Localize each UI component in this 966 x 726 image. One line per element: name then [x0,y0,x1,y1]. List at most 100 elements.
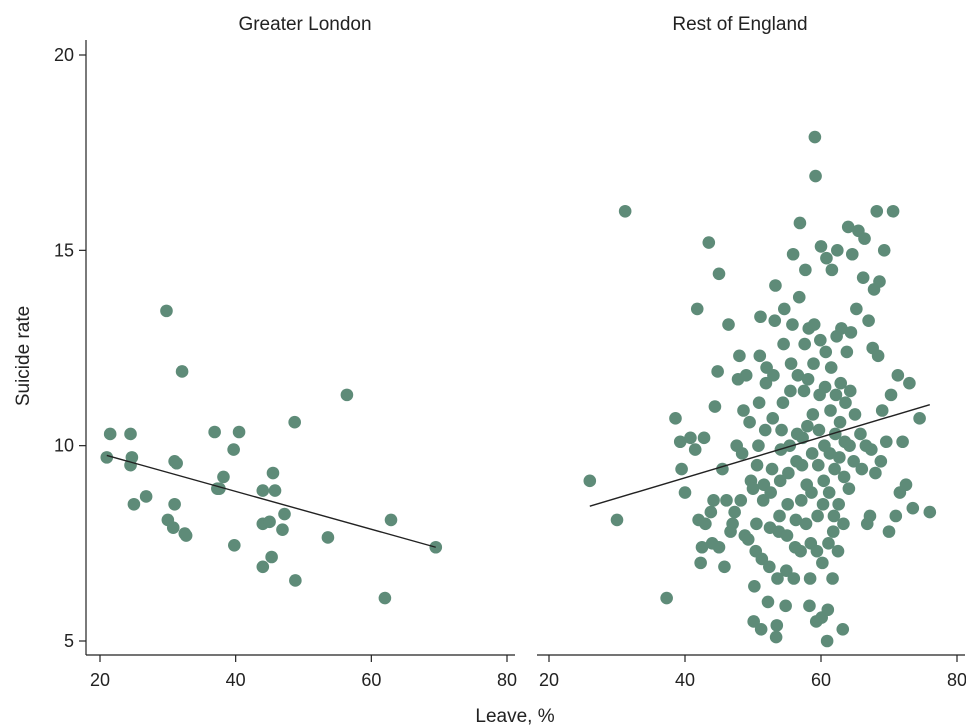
data-point [831,544,845,558]
data-point [266,466,280,480]
data-point [903,376,916,390]
data-point [797,384,811,398]
data-point [825,263,839,277]
panel-title-greater-london: Greater London [238,14,371,35]
data-point [276,523,289,536]
data-point [805,447,819,460]
x-axis-title: Leave, % [475,706,554,726]
data-point [874,454,888,468]
data-point [819,345,833,359]
data-point [882,525,896,538]
y-tick-label: 5 [64,631,74,651]
data-point [175,365,189,378]
data-point [839,396,852,409]
data-point [844,326,858,339]
data-point [820,634,834,648]
data-point [805,486,818,499]
data-point [711,365,724,378]
data-point [865,443,878,456]
data-point [835,322,848,335]
data-point [763,560,776,574]
data-point [803,572,817,585]
data-point [769,630,783,644]
data-point [891,369,905,382]
data-point [256,484,270,497]
data-point [854,427,867,441]
data-point [871,349,885,363]
data-point [179,529,193,542]
data-point [780,564,793,577]
data-point [862,314,875,327]
data-point [840,345,854,359]
data-point [829,388,843,402]
x-tick-label: 80 [497,670,517,690]
data-point [752,396,766,409]
data-point [799,263,812,277]
data-point [818,380,832,394]
x-tick-label: 20 [90,670,110,690]
data-point [733,349,746,363]
data-point [764,486,777,499]
data-point [822,537,835,550]
data-point [263,515,276,529]
data-point [812,423,826,437]
data-point [858,232,871,245]
data-point [758,423,772,437]
data-point [799,517,813,531]
data-point [771,572,784,585]
data-point [767,369,780,382]
data-point [814,240,828,253]
trend-line [106,454,436,548]
data-point [786,247,800,261]
data-point [826,525,840,538]
data-point [906,501,920,515]
x-tick-label: 80 [947,670,966,690]
data-point [704,505,718,519]
data-point [923,505,937,519]
data-point [869,466,882,480]
data-point [886,204,900,218]
y-axis-title: Suicide rate [13,306,34,406]
data-point [694,556,707,570]
panel-greater-london: Greater London 20 40 60 80 5 10 15 20 [54,14,517,690]
data-point [794,544,807,558]
data-point [759,376,773,390]
data-point [833,451,846,464]
data-point [583,474,597,488]
data-point [712,540,726,554]
data-point [824,404,837,417]
data-point [873,275,886,288]
data-point [268,484,282,497]
data-point [811,509,824,523]
data-point [779,599,792,613]
data-point [816,556,829,570]
data-point [810,544,824,558]
data-point [863,509,877,523]
data-point [256,560,270,574]
data-point [777,302,791,316]
data-point [775,423,788,437]
data-point [769,279,782,292]
data-point [877,244,891,257]
data-point [798,337,811,351]
data-point [787,572,801,585]
data-point [833,415,847,429]
data-point [848,408,862,421]
data-point [843,439,856,452]
data-point [831,244,844,257]
data-point [728,505,741,519]
data-point [820,251,833,265]
data-point [770,619,784,632]
data-point [780,529,794,542]
panel-title-rest-of-england: Rest of England [672,14,807,35]
data-point [781,497,794,511]
data-point [850,302,863,316]
data-point [743,415,756,429]
data-point [773,509,786,523]
data-point [708,400,722,413]
data-point [847,454,860,468]
data-point [125,451,139,464]
data-point [821,603,835,617]
data-point [811,458,825,472]
data-point [879,435,893,449]
